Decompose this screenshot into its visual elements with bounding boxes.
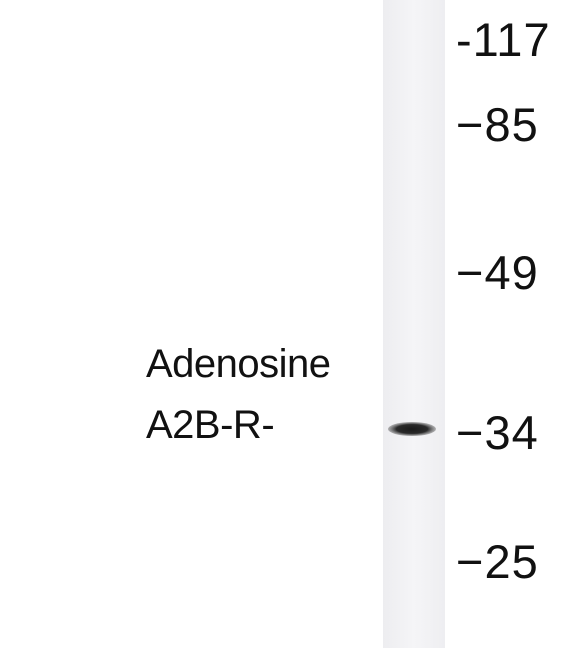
gel-lane	[383, 0, 445, 648]
target-label-line1: Adenosine	[146, 342, 331, 386]
marker-85: −85	[456, 98, 539, 151]
marker-117: -117	[456, 13, 551, 66]
target-label-line2: A2B-R-	[146, 403, 275, 447]
marker-34: −34	[456, 406, 539, 459]
marker-25: −25	[456, 535, 539, 588]
protein-band	[388, 422, 436, 436]
marker-49: −49	[456, 246, 539, 299]
